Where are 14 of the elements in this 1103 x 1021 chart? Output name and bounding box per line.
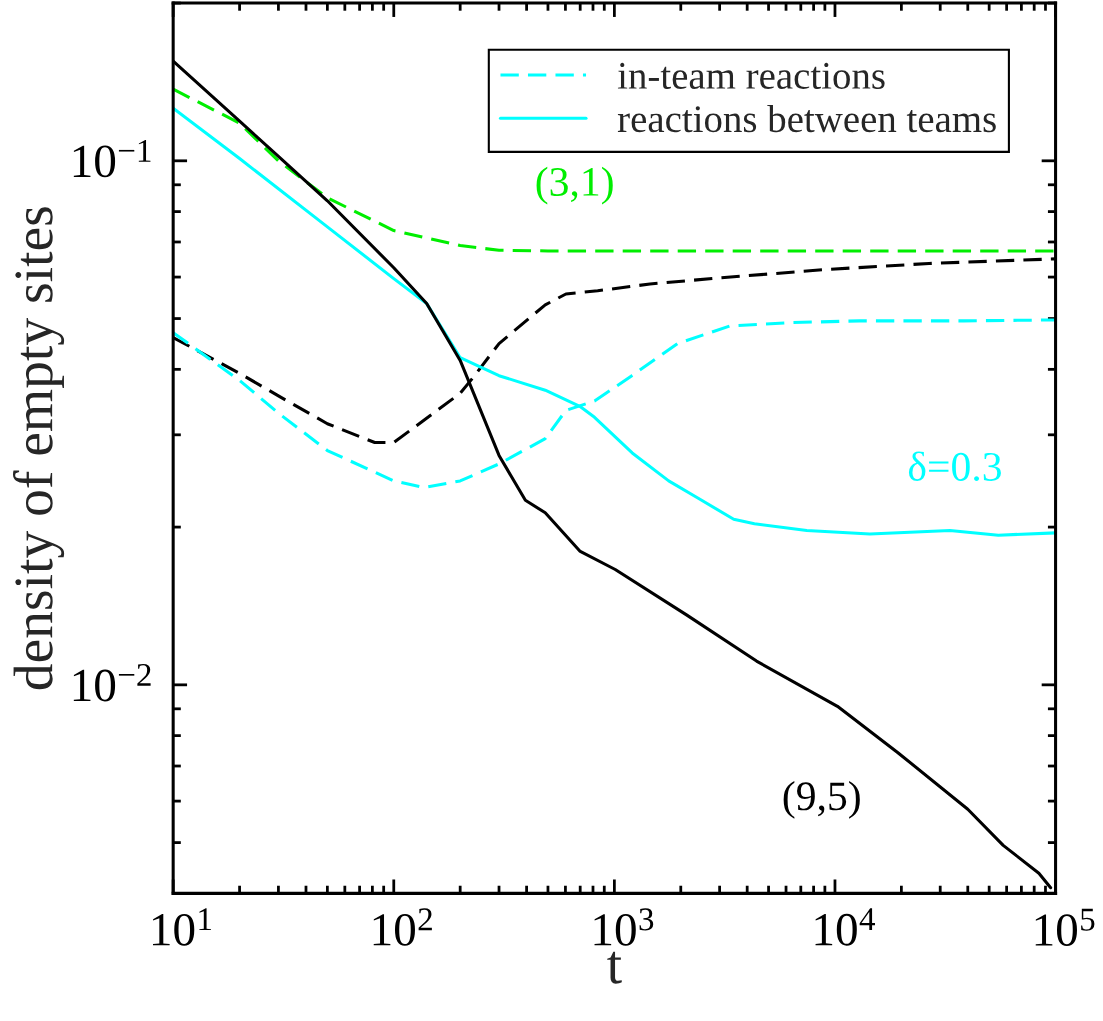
y-tick-label: 10$^{−1}$ (73, 139, 151, 178)
x-tick-label: 10$^{3}$ (594, 908, 654, 946)
annotation: δ=0.3 (908, 451, 1001, 482)
y-axis-title: density of empty sites (13, 207, 65, 690)
legend-label: reactions between teams (617, 104, 996, 133)
annotation: (3,1) (536, 166, 613, 205)
legend-label: in-team reactions (617, 62, 885, 89)
x-tick-label: 10$^{4}$ (815, 908, 876, 946)
x-tick-label: 10$^{2}$ (373, 908, 432, 946)
x-axis-title: t (607, 951, 622, 984)
x-tick-label: 10$^{1}$ (153, 908, 211, 946)
x-tick-label: 10$^{5}$ (1035, 908, 1095, 947)
y-tick-label: 10$^{−2}$ (73, 663, 151, 702)
annotation: (9,5) (783, 781, 860, 819)
